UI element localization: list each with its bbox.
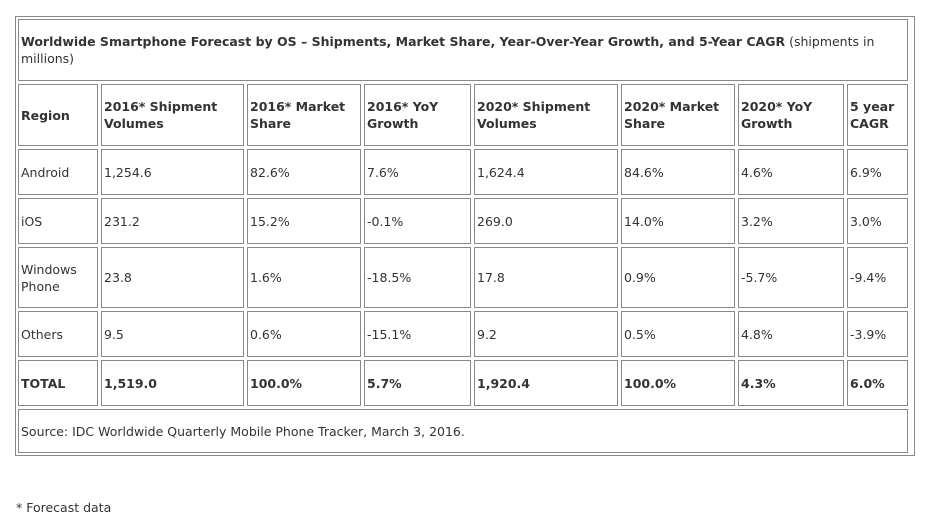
header-cell: 2016* Market Share (247, 84, 361, 146)
value-cell: -5.7% (738, 247, 844, 308)
value-cell: 9.5 (101, 311, 244, 357)
value-cell: 0.9% (621, 247, 735, 308)
value-cell: 4.3% (738, 360, 844, 406)
value-cell: 14.0% (621, 198, 735, 244)
value-cell: -0.1% (364, 198, 471, 244)
region-cell: TOTAL (18, 360, 98, 406)
region-cell: Windows Phone (18, 247, 98, 308)
value-cell: 100.0% (621, 360, 735, 406)
header-cell: 2020* Market Share (621, 84, 735, 146)
header-cell: 2020* Shipment Volumes (474, 84, 618, 146)
table-row: Android 1,254.6 82.6% 7.6% 1,624.4 84.6% 4.6% 6… (18, 149, 908, 195)
table-row: Others 9.5 0.6% -15.1% 9.2 0.5% 4.8% -3.9% (18, 311, 908, 357)
value-cell: 4.8% (738, 311, 844, 357)
header-cell: Region (18, 84, 98, 146)
value-cell: -9.4% (847, 247, 908, 308)
table-row: Windows Phone 23.8 1.6% -18.5% 17.8 0.9% -5.7%… (18, 247, 908, 308)
region-cell: Others (18, 311, 98, 357)
value-cell: 3.2% (738, 198, 844, 244)
value-cell: 0.5% (621, 311, 735, 357)
source-note: Source: IDC Worldwide Quarterly Mobile P… (18, 409, 908, 453)
table-title: Worldwide Smartphone Forecast by OS – Sh… (18, 19, 908, 81)
value-cell: 6.0% (847, 360, 908, 406)
value-cell: 6.9% (847, 149, 908, 195)
value-cell: 269.0 (474, 198, 618, 244)
region-cell: iOS (18, 198, 98, 244)
footnote: * Forecast data (16, 500, 112, 515)
forecast-table: Worldwide Smartphone Forecast by OS – Sh… (15, 16, 911, 456)
value-cell: 1.6% (247, 247, 361, 308)
value-cell: 1,519.0 (101, 360, 244, 406)
value-cell: -18.5% (364, 247, 471, 308)
value-cell: 82.6% (247, 149, 361, 195)
header-cell: 2016* YoY Growth (364, 84, 471, 146)
value-cell: 1,920.4 (474, 360, 618, 406)
value-cell: 100.0% (247, 360, 361, 406)
value-cell: 0.6% (247, 311, 361, 357)
region-cell: Android (18, 149, 98, 195)
value-cell: 23.8 (101, 247, 244, 308)
value-cell: 15.2% (247, 198, 361, 244)
value-cell: 7.6% (364, 149, 471, 195)
value-cell: 231.2 (101, 198, 244, 244)
header-cell: 5 year CAGR (847, 84, 908, 146)
value-cell: 4.6% (738, 149, 844, 195)
value-cell: -15.1% (364, 311, 471, 357)
value-cell: 1,624.4 (474, 149, 618, 195)
value-cell: 1,254.6 (101, 149, 244, 195)
value-cell: 17.8 (474, 247, 618, 308)
value-cell: 5.7% (364, 360, 471, 406)
value-cell: 84.6% (621, 149, 735, 195)
value-cell: -3.9% (847, 311, 908, 357)
header-row: Region 2016* Shipment Volumes 2016* Mark… (18, 84, 908, 146)
value-cell: 3.0% (847, 198, 908, 244)
header-cell: 2016* Shipment Volumes (101, 84, 244, 146)
header-cell: 2020* YoY Growth (738, 84, 844, 146)
total-row: TOTAL 1,519.0 100.0% 5.7% 1,920.4 100.0% 4.3% 6… (18, 360, 908, 406)
forecast-table-container: Worldwide Smartphone Forecast by OS – Sh… (15, 16, 915, 456)
table-row: iOS 231.2 15.2% -0.1% 269.0 14.0% 3.2% 3.0% (18, 198, 908, 244)
value-cell: 9.2 (474, 311, 618, 357)
